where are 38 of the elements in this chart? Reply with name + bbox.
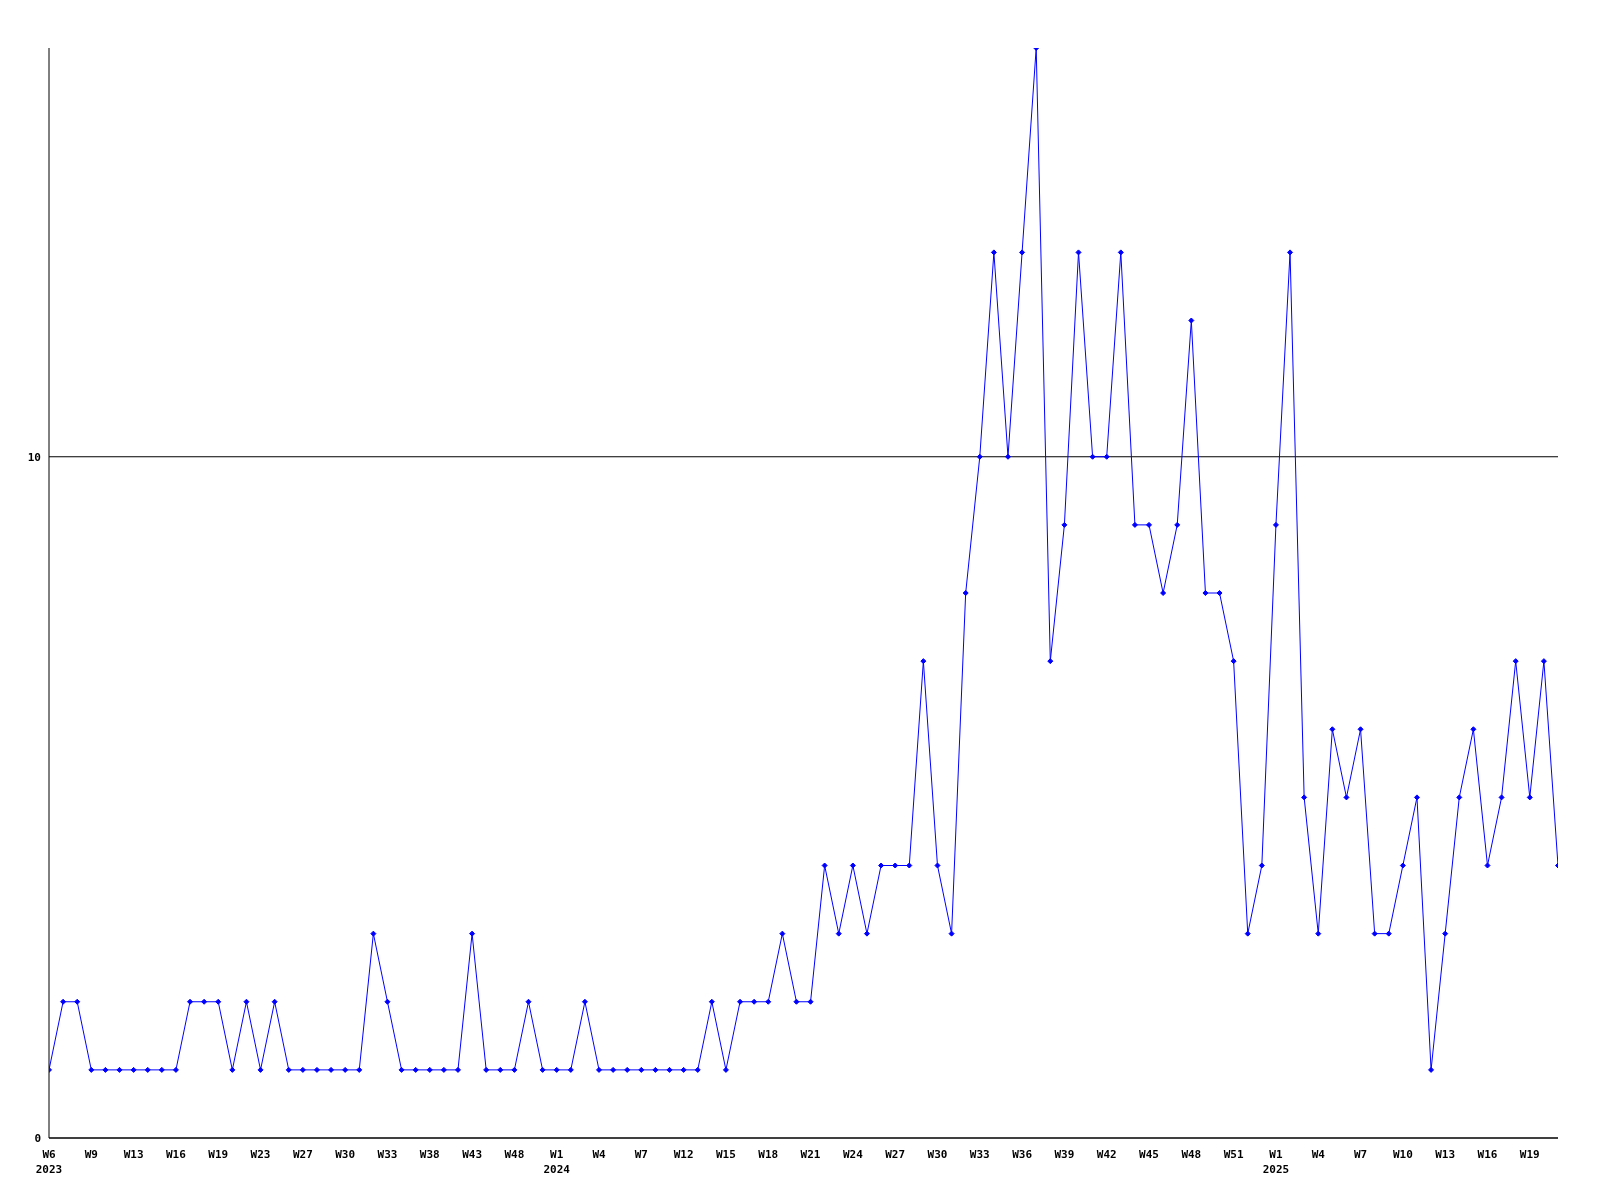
x-tick-label: W33 (969, 1148, 990, 1161)
x-tick-label: W13 (123, 1148, 144, 1161)
x-tick-label: W42 (1096, 1148, 1117, 1161)
x-tick-label: W27 (885, 1148, 906, 1161)
x-tick-label: W16 (165, 1148, 187, 1161)
x-tick-label: W18 (758, 1148, 779, 1161)
x-tick-label: W30 (927, 1148, 948, 1161)
x-tick-label: W33 (377, 1148, 398, 1161)
x-tick-label: W39 (1054, 1148, 1075, 1161)
x-tick-label: W24 (842, 1148, 864, 1161)
x-tick-label: W30 (335, 1148, 356, 1161)
x-tick-label: W9 (84, 1148, 98, 1161)
x-tick-label: W43 (462, 1148, 483, 1161)
x-tick-label: W16 (1477, 1148, 1498, 1161)
x-tick-label: W38 (419, 1148, 440, 1161)
x-tick-label: W27 (292, 1148, 313, 1161)
x-tick-label: W4 (592, 1148, 607, 1161)
x-tick-label: W19 (1519, 1148, 1540, 1161)
x-tick-label: W10 (1392, 1148, 1413, 1161)
y-tick-label: 10 (27, 450, 41, 464)
x-tick-label: W1 2024 (543, 1148, 571, 1176)
y-tick-label: 0 (34, 1131, 41, 1145)
x-tick-label: W6 2023 (35, 1148, 63, 1176)
x-tick-label: W48 (504, 1148, 525, 1161)
x-tick-label: W4 (1311, 1148, 1326, 1161)
x-tick-label: W15 (716, 1148, 736, 1161)
x-tick-label: W7 (1353, 1148, 1368, 1161)
x-tick-label: W23 (250, 1148, 271, 1161)
x-tick-label: W1 2025 (1262, 1148, 1290, 1176)
x-tick-label: W13 (1435, 1148, 1456, 1161)
x-tick-label: W19 (208, 1148, 229, 1161)
x-tick-label: W48 (1181, 1148, 1202, 1161)
x-tick-label: W12 (673, 1148, 694, 1161)
x-tick-label: W21 (800, 1148, 821, 1161)
x-tick-label: W7 (634, 1148, 648, 1161)
x-tick-label: W45 (1139, 1148, 1159, 1161)
x-tick-label: W51 (1223, 1148, 1244, 1161)
x-tick-label: W36 (1012, 1148, 1033, 1161)
